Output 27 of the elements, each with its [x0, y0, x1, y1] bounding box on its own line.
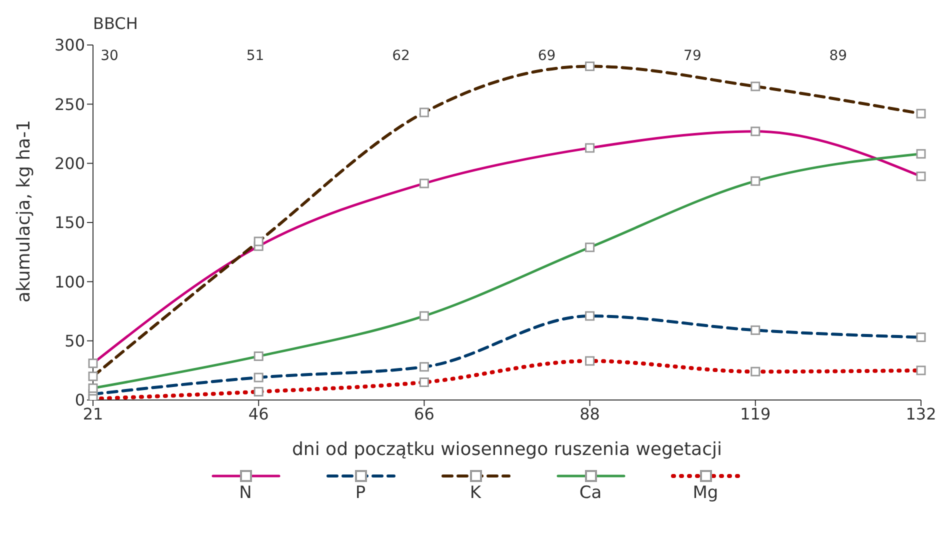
x-tick-label: 119 — [740, 404, 771, 424]
annotation: 69 — [538, 48, 556, 64]
legend-label: N — [239, 483, 252, 503]
y-tick-label: 150 — [54, 213, 85, 232]
legend-label: Mg — [692, 483, 718, 503]
x-tick-label: 46 — [248, 404, 269, 424]
x-tick-label: 66 — [414, 404, 434, 424]
y-tick-label: 0 — [74, 390, 85, 410]
legend-label: P — [355, 483, 366, 503]
y-tick-label: 200 — [54, 154, 85, 174]
x-tick-label: 21 — [82, 404, 104, 424]
y-tick-label: 100 — [54, 272, 85, 292]
legend-label: Ca — [579, 483, 602, 503]
y-axis-title: akumulacja, kg ha-1 — [13, 120, 34, 302]
annotation: 89 — [829, 48, 848, 64]
annotation: 30 — [100, 48, 118, 64]
annotation: 51 — [246, 48, 264, 64]
legend-label: K — [470, 483, 482, 503]
x2-axis-title: BBCH — [93, 14, 138, 33]
y-tick-label: 250 — [54, 94, 85, 114]
annotation: 79 — [684, 48, 702, 64]
annotation: 62 — [392, 48, 410, 64]
y-tick-label: 300 — [54, 36, 85, 55]
x-tick-label: 88 — [580, 404, 600, 424]
x-tick-label: 132 — [906, 404, 936, 424]
y-tick-label: 50 — [64, 332, 85, 351]
x-axis-title: dni od początku wiosennego ruszenia wegetacji — [292, 439, 722, 460]
